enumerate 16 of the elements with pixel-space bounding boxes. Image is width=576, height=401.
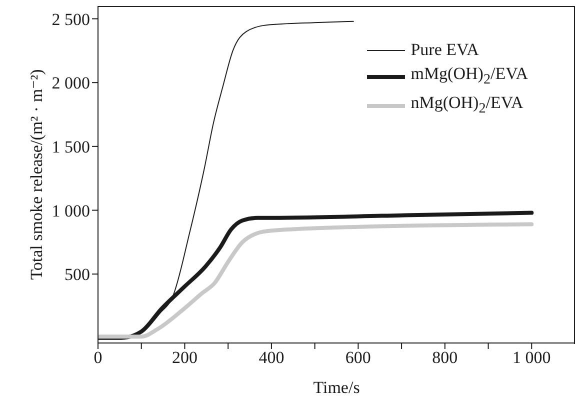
x-tick-label: 1 000 — [512, 348, 551, 368]
y-axis-title: Total smoke release/(m² · m⁻²) — [27, 69, 46, 280]
legend-label: Pure EVA — [410, 39, 479, 61]
x-tick-label: 400 — [258, 348, 284, 368]
x-tick-label: 600 — [345, 348, 371, 368]
x-axis-title: Time/s — [313, 378, 360, 397]
legend-label: mMg(OH)$_{2}$/EVA — [410, 63, 528, 90]
x-tick-label: 800 — [432, 348, 458, 368]
y-tick-label: 2 500 — [52, 10, 90, 29]
y-tick-label: 1 000 — [52, 201, 90, 220]
x-tick-label: 0 — [94, 348, 102, 368]
y-tick-label: 1 500 — [52, 137, 90, 156]
legend-label: nMg(OH)$_{2}$/EVA — [410, 92, 524, 119]
x-tick-label: 200 — [172, 348, 198, 368]
y-tick-label: 2 000 — [52, 74, 90, 93]
y-tick-label: 500 — [64, 265, 90, 284]
